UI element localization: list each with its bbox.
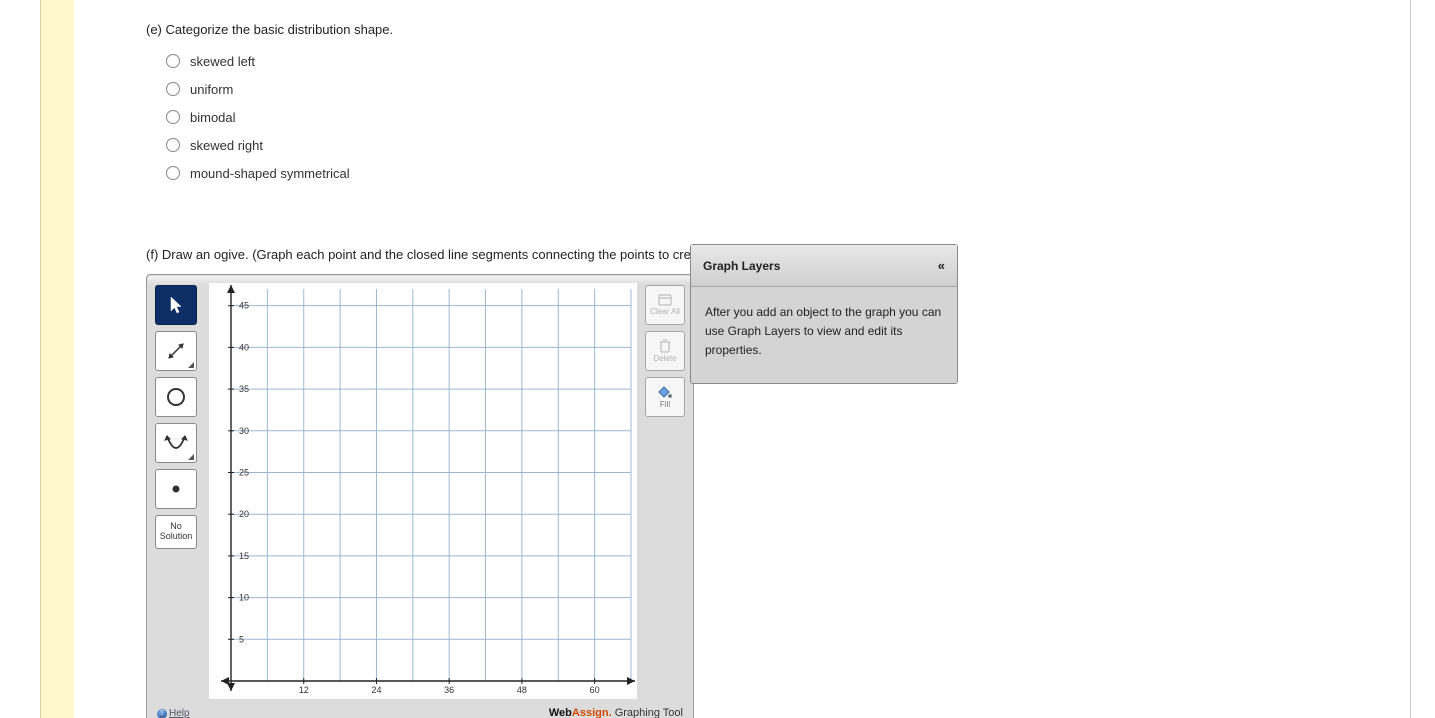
svg-text:36: 36 xyxy=(444,685,454,695)
parabola-icon xyxy=(164,432,188,454)
point-icon xyxy=(170,483,182,495)
no-solution-label-2: Solution xyxy=(160,532,193,542)
option-label: uniform xyxy=(190,82,233,97)
brand-web: Web xyxy=(549,707,572,718)
radio-icon xyxy=(166,54,180,68)
help-icon: ? xyxy=(157,709,167,718)
graph-layers-header: Graph Layers « xyxy=(691,245,957,287)
radio-icon xyxy=(166,138,180,152)
svg-text:30: 30 xyxy=(239,426,249,436)
point-tool-button[interactable] xyxy=(155,469,197,509)
help-link[interactable]: ? Help xyxy=(157,708,190,718)
brand-assign: Assign. xyxy=(572,707,612,718)
option-label: skewed right xyxy=(190,138,263,153)
graphing-tool-frame: No Solution 122436486051015202530354045 … xyxy=(146,274,694,718)
option-skewed-right[interactable]: skewed right xyxy=(166,131,1396,159)
pointer-tool-button[interactable] xyxy=(155,285,197,325)
svg-text:20: 20 xyxy=(239,509,249,519)
parabola-tool-button[interactable] xyxy=(155,423,197,463)
circle-icon xyxy=(165,386,187,408)
svg-text:48: 48 xyxy=(517,685,527,695)
collapse-panel-button[interactable]: « xyxy=(938,258,945,273)
circle-tool-button[interactable] xyxy=(155,377,197,417)
svg-text:5: 5 xyxy=(239,634,244,644)
svg-text:12: 12 xyxy=(299,685,309,695)
no-solution-button[interactable]: No Solution xyxy=(155,515,197,549)
fill-button[interactable]: Fill xyxy=(645,377,685,417)
trash-icon xyxy=(659,339,671,353)
line-icon xyxy=(165,340,187,362)
graph-layers-panel: Graph Layers « After you add an object t… xyxy=(690,244,958,384)
svg-text:15: 15 xyxy=(239,551,249,561)
svg-text:60: 60 xyxy=(590,685,600,695)
delete-button[interactable]: Delete xyxy=(645,331,685,371)
brand-footer: WebAssign. Graphing Tool xyxy=(549,707,683,718)
delete-label: Delete xyxy=(653,354,676,363)
svg-text:35: 35 xyxy=(239,384,249,394)
submenu-indicator-icon xyxy=(188,454,194,460)
svg-text:40: 40 xyxy=(239,342,249,352)
radio-icon xyxy=(166,166,180,180)
line-tool-button[interactable] xyxy=(155,331,197,371)
fill-label: Fill xyxy=(660,400,670,409)
option-skewed-left[interactable]: skewed left xyxy=(166,47,1396,75)
option-label: mound-shaped symmetrical xyxy=(190,166,350,181)
option-mound-shaped-symmetrical[interactable]: mound-shaped symmetrical xyxy=(166,159,1396,187)
plot-area[interactable]: 12 24 36 48 60 5 10 15 20 25 30 35 40 45 xyxy=(209,283,637,699)
svg-text:25: 25 xyxy=(239,467,249,477)
graph-layers-title: Graph Layers xyxy=(703,259,780,273)
svg-text:24: 24 xyxy=(371,685,381,695)
action-column: Clear All Delete Fill xyxy=(645,285,685,417)
clear-all-icon xyxy=(658,294,672,306)
right-divider xyxy=(1410,0,1411,718)
tool-palette: No Solution xyxy=(155,285,197,549)
radio-icon xyxy=(166,82,180,96)
question-e-prompt: (e) Categorize the basic distribution sh… xyxy=(146,22,1396,37)
brand-rest: Graphing Tool xyxy=(612,707,683,718)
clear-all-label: Clear All xyxy=(650,307,680,316)
radio-icon xyxy=(166,110,180,124)
plot-svg: 12 24 36 48 60 5 10 15 20 25 30 35 40 45 xyxy=(209,283,637,699)
option-uniform[interactable]: uniform xyxy=(166,75,1396,103)
fill-icon xyxy=(658,385,672,399)
svg-text:45: 45 xyxy=(239,301,249,311)
submenu-indicator-icon xyxy=(188,362,194,368)
indent-rail xyxy=(40,0,74,718)
option-label: bimodal xyxy=(190,110,236,125)
pointer-icon xyxy=(168,296,184,314)
question-e-options: skewed left uniform bimodal skewed right… xyxy=(166,47,1396,187)
svg-text:10: 10 xyxy=(239,593,249,603)
option-bimodal[interactable]: bimodal xyxy=(166,103,1396,131)
graph-layers-body: After you add an object to the graph you… xyxy=(691,287,957,383)
option-label: skewed left xyxy=(190,54,255,69)
clear-all-button[interactable]: Clear All xyxy=(645,285,685,325)
help-label: Help xyxy=(169,708,190,718)
